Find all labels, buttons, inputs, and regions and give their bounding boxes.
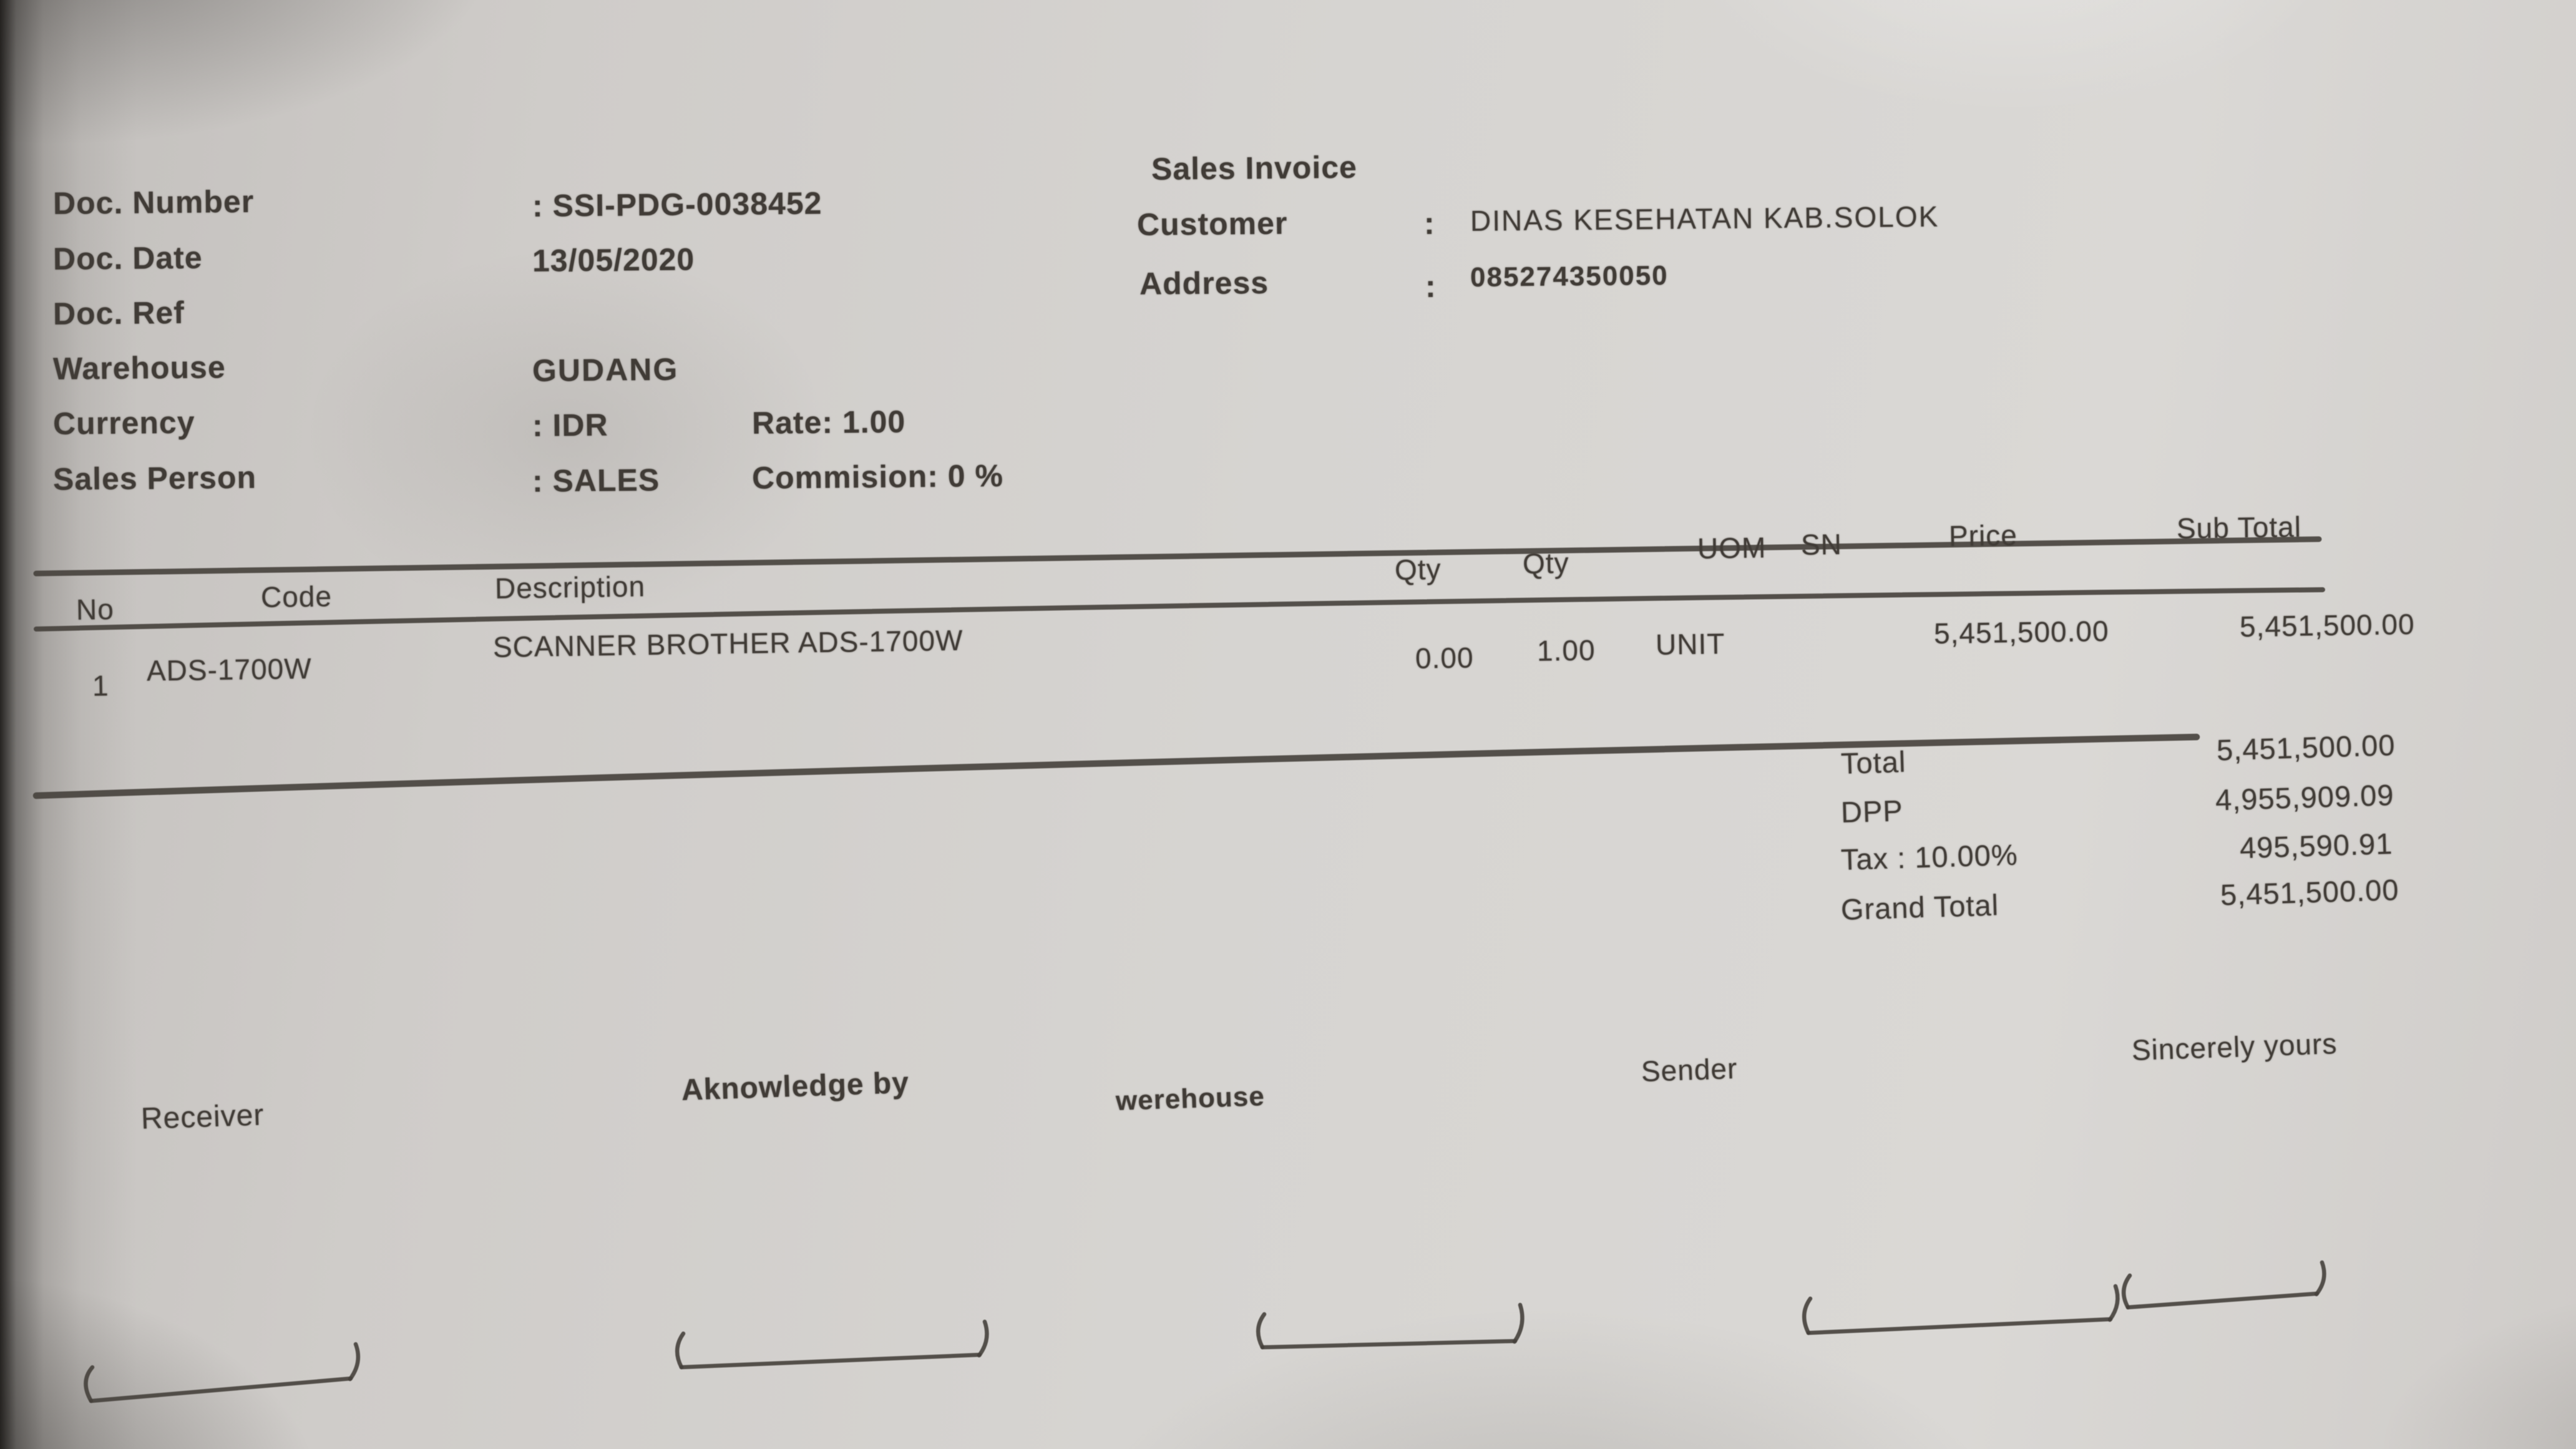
doc-number-label: Doc. Number — [52, 183, 255, 221]
doc-date-label: Doc. Date — [52, 240, 203, 276]
grand-total-label: Grand Total — [1840, 888, 1999, 926]
signature-label-sincerely-yours: Sincerely yours — [2131, 1027, 2338, 1066]
dpp-value: 4,955,909.09 — [2214, 778, 2394, 817]
customer-label: Customer — [1136, 205, 1288, 242]
table-bottom-border — [32, 733, 2200, 799]
doc-number-value: : SSI-PDG-0038452 — [532, 185, 822, 223]
row-qty2: 1.00 — [1536, 633, 1596, 667]
signature-label-werehouse: werehouse — [1115, 1081, 1266, 1116]
tax-label: Tax : 10.00% — [1840, 837, 2019, 876]
doc-date-value: 13/05/2020 — [532, 242, 695, 278]
sales-person-label: Sales Person — [52, 459, 257, 497]
col-header-uom: UOM — [1697, 531, 1767, 565]
col-header-no: No — [76, 593, 115, 626]
address-separator: : — [1425, 268, 1437, 304]
table-top-border — [33, 536, 2322, 577]
doc-ref-label: Doc. Ref — [52, 295, 185, 331]
signature-bracket-receiver — [84, 1342, 361, 1403]
col-header-sn: SN — [1800, 528, 1843, 561]
signature-label-sender: Sender — [1641, 1051, 1739, 1088]
row-description: SCANNER BROTHER ADS-1700W — [492, 623, 964, 663]
col-header-description: Description — [494, 570, 646, 605]
dpp-label: DPP — [1840, 794, 1904, 829]
page-title: Sales Invoice — [1151, 149, 1358, 187]
signature-label-receiver: Receiver — [140, 1098, 265, 1136]
row-uom: UNIT — [1655, 627, 1725, 661]
warehouse-value: GUDANG — [532, 351, 679, 388]
currency-label: Currency — [52, 404, 195, 441]
address-value: 085274350050 — [1470, 260, 1669, 293]
total-value: 5,451,500.00 — [2215, 728, 2396, 767]
tax-value: 495,590.91 — [2239, 827, 2393, 865]
rate-value: Rate: 1.00 — [751, 404, 906, 441]
address-label: Address — [1139, 265, 1269, 301]
row-subtotal: 5,451,500.00 — [2240, 608, 2416, 643]
customer-value: DINAS KESEHATAN KAB.SOLOK — [1470, 200, 1939, 237]
row-qty1: 0.00 — [1415, 641, 1474, 675]
row-no: 1 — [92, 669, 109, 702]
col-header-price: Price — [1948, 519, 2018, 552]
customer-separator: : — [1423, 205, 1435, 241]
sales-person-value: : SALES — [532, 462, 660, 499]
col-header-subtotal: Sub Total — [2176, 510, 2302, 545]
grand-total-value: 5,451,500.00 — [2219, 873, 2399, 912]
warehouse-label: Warehouse — [52, 349, 226, 386]
signature-bracket-sincerely — [2122, 1260, 2326, 1310]
row-price: 5,451,500.00 — [1934, 615, 2110, 650]
signature-bracket-sender — [1802, 1284, 2120, 1335]
currency-value: : IDR — [532, 407, 608, 443]
row-code: ADS-1700W — [146, 652, 313, 687]
commission-value: Commision: 0 % — [751, 458, 1004, 495]
col-header-code: Code — [260, 580, 333, 613]
table-header-underline — [34, 587, 2325, 632]
total-label: Total — [1840, 744, 1907, 780]
signature-bracket-aknowledge — [675, 1319, 989, 1370]
col-header-qty1: Qty — [1394, 552, 1442, 586]
signature-bracket-werehouse — [1256, 1302, 1525, 1350]
col-header-qty2: Qty — [1522, 546, 1569, 580]
